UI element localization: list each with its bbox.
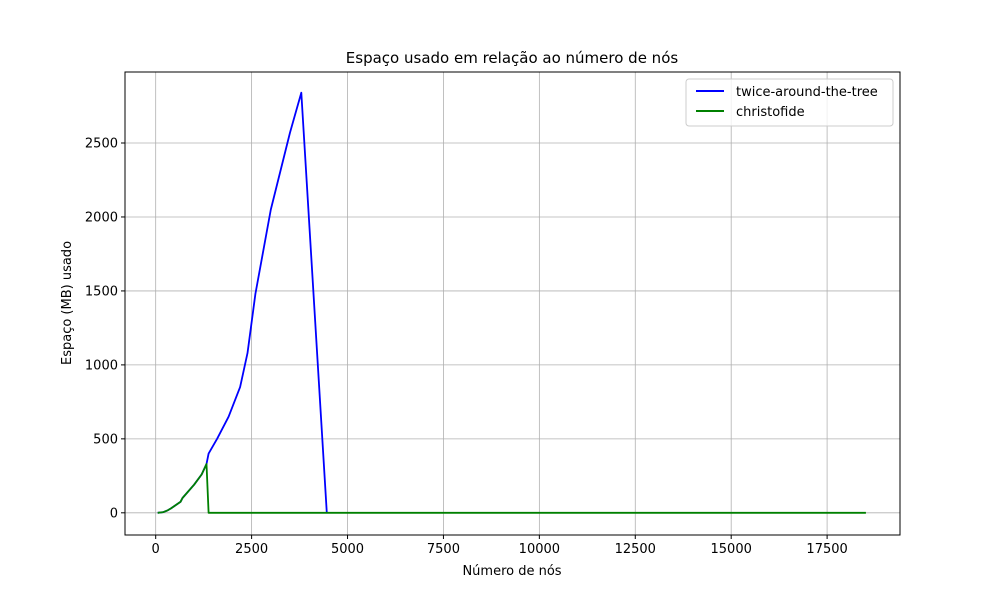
- legend-label-twice-around-the-tree: twice-around-the-tree: [736, 85, 878, 100]
- y-tick-label: 0: [110, 506, 118, 521]
- y-tick-label: 2000: [85, 210, 118, 225]
- plot-frame: [124, 71, 901, 536]
- y-tick-label: 1000: [85, 358, 118, 373]
- legend-label-christofide: christofide: [736, 105, 805, 120]
- x-tick-label: 7500: [427, 542, 460, 557]
- legend-box: [685, 78, 894, 127]
- x-tick-label: 10000: [519, 542, 560, 557]
- x-axis: 0 2500 5000 7500 10000 12500 15000 17500: [152, 535, 848, 557]
- y-tick-label: 2500: [85, 137, 118, 152]
- x-tick-label: 2500: [235, 542, 268, 557]
- x-axis-label: Número de nós: [462, 564, 561, 579]
- x-tick-label: 15000: [711, 542, 752, 557]
- chart-title: Espaço usado em relação ao número de nós: [346, 49, 679, 67]
- x-tick-label: 12500: [615, 542, 656, 557]
- y-tick-label: 1500: [85, 284, 118, 299]
- x-tick-label: 17500: [806, 542, 847, 557]
- x-tick-label: 0: [152, 542, 160, 557]
- series-layer: [157, 91, 866, 514]
- y-axis-label: Espaço (MB) usado: [60, 241, 75, 365]
- legend: twice-around-the-tree christofide: [685, 78, 894, 127]
- x-tick-label: 5000: [331, 542, 364, 557]
- series-line-christofide: [157, 463, 866, 514]
- y-tick-label: 500: [93, 432, 118, 447]
- y-axis: 0 500 1000 1500 2000 2500: [85, 137, 125, 521]
